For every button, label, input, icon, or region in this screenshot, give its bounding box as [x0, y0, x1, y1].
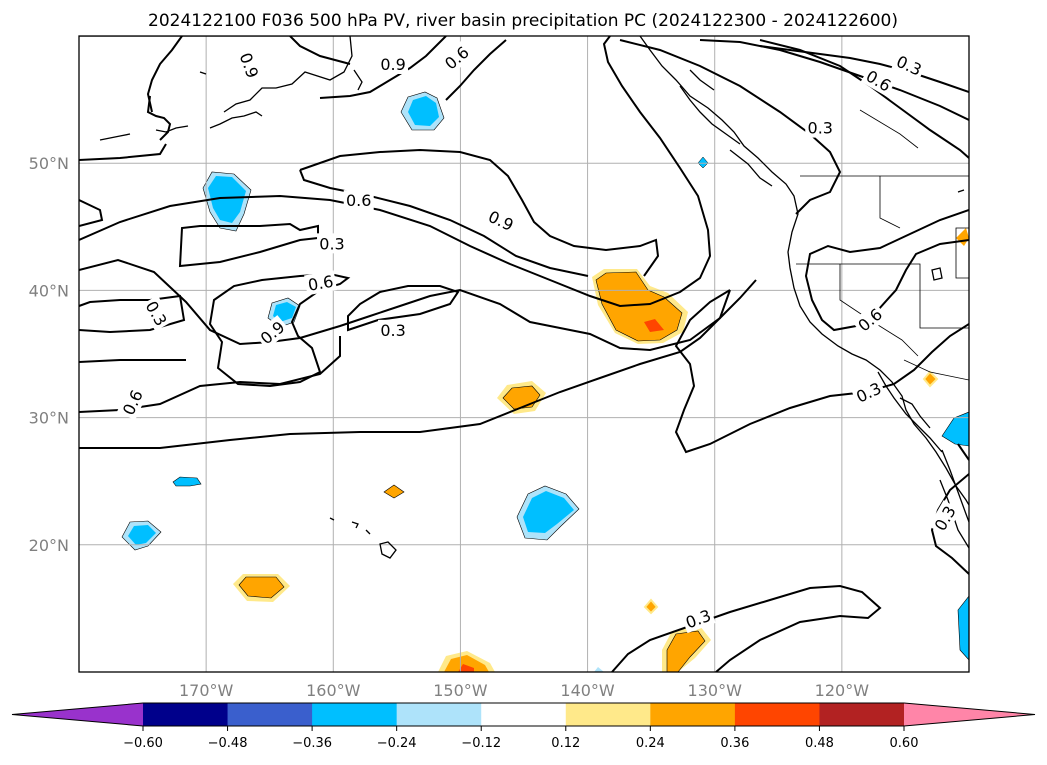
colorbar-tick-label: 0.60	[890, 736, 919, 751]
colorbar-segment	[650, 703, 736, 726]
neg-anomaly-small	[172, 476, 202, 487]
colorbar-segment	[396, 703, 482, 726]
svg-text:0.6: 0.6	[306, 272, 334, 295]
lon-tick-label: 170°W	[179, 681, 234, 700]
coastlines	[79, 36, 969, 559]
contour-label: 0.9	[378, 53, 409, 74]
svg-text:0.9: 0.9	[380, 55, 405, 74]
svg-text:0.6: 0.6	[346, 191, 371, 210]
lon-tick-label: 160°W	[306, 681, 361, 700]
colorbar-tick-label: −0.24	[377, 736, 417, 751]
colorbar-tick-label: 0.12	[551, 736, 580, 751]
contour-label: 0.3	[317, 233, 348, 254]
colorbar-tick-label: 0.48	[805, 736, 834, 751]
map-frame	[78, 35, 970, 673]
svg-text:0.3: 0.3	[808, 119, 833, 138]
longitude-labels: 170°W 160°W 150°W 140°W 130°W 120°W	[179, 681, 869, 700]
lat-tick-label: 50°N	[29, 154, 69, 173]
colorbar-segment	[481, 703, 567, 726]
contour-label: 0.3	[805, 117, 836, 138]
colorbar-segment	[312, 703, 398, 726]
contour-label: 0.3	[378, 319, 409, 340]
colorbar-segment	[227, 703, 313, 726]
map-area: 0.9 0.9 0.60.60.90.30.60.30.9 0.30.60.30.60…	[79, 36, 969, 672]
colorbar-segment	[819, 703, 905, 726]
lat-tick-label: 20°N	[29, 536, 69, 555]
colorbar: −0.60 −0.48 −0.36 −0.24 −0.12 0.12 0.24 0.36 0.4…	[11, 702, 1036, 751]
svg-text:0.3: 0.3	[319, 234, 344, 253]
contour-label: 0.6	[304, 270, 338, 296]
colorbar-segment	[565, 703, 651, 726]
colorbar-segment	[734, 703, 820, 726]
latitude-labels: 50°N 40°N 30°N 20°N	[29, 154, 69, 555]
pos-anomaly-core	[644, 319, 664, 332]
colorbar-segment	[143, 703, 229, 726]
colorbar-tick-label: 0.24	[636, 736, 665, 751]
lon-tick-label: 130°W	[688, 681, 743, 700]
lon-tick-label: 140°W	[560, 681, 615, 700]
map-title: 2024122100 F036 500 hPa PV, river basin …	[148, 11, 898, 31]
colorbar-tick-label: −0.60	[123, 736, 163, 751]
contour-label: 0.6	[343, 190, 374, 211]
colorbar-tick-label: 0.36	[720, 736, 749, 751]
lon-tick-label: 120°W	[815, 681, 870, 700]
svg-text:0.3: 0.3	[380, 321, 405, 340]
colorbar-tick-label: −0.36	[292, 736, 332, 751]
colorbar-tick-label: −0.48	[208, 736, 248, 751]
lat-tick-label: 40°N	[29, 281, 69, 300]
colorbar-extend-low	[12, 703, 143, 726]
colorbar-tick-label: −0.12	[461, 736, 501, 751]
colorbar-extend-high	[904, 703, 1035, 726]
pv-contours	[79, 36, 969, 672]
lon-tick-label: 150°W	[433, 681, 488, 700]
lat-tick-label: 30°N	[29, 409, 69, 428]
